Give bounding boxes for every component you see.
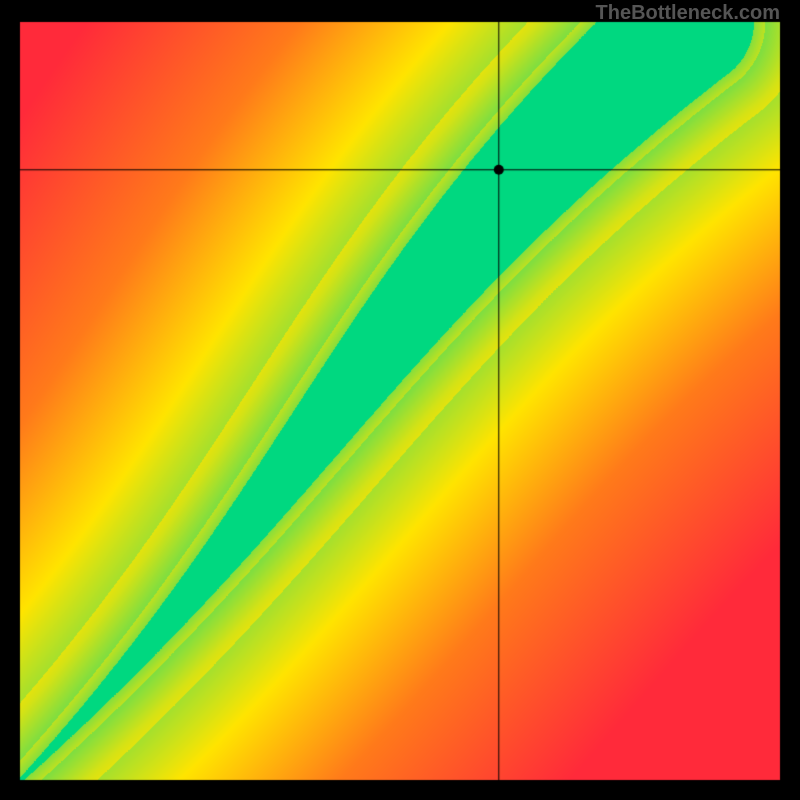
bottleneck-heatmap — [0, 0, 800, 800]
watermark-text: TheBottleneck.com — [596, 2, 780, 25]
chart-container: TheBottleneck.com — [0, 0, 800, 800]
